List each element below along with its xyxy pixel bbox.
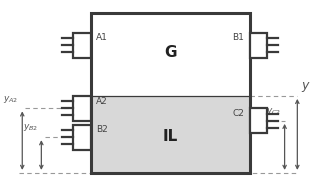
Bar: [91, 96, 250, 173]
Bar: [73, 33, 91, 58]
Text: B1: B1: [232, 33, 244, 42]
Text: G: G: [164, 45, 176, 60]
Bar: [91, 13, 250, 96]
Bar: [250, 33, 267, 58]
Text: $y_{B2}$: $y_{B2}$: [23, 122, 38, 133]
Bar: [73, 125, 91, 150]
Text: C2: C2: [232, 109, 244, 118]
Bar: [73, 96, 91, 121]
Text: B2: B2: [96, 126, 108, 134]
Text: A2: A2: [96, 97, 108, 106]
Text: IL: IL: [162, 129, 178, 144]
Text: $y_{C2}$: $y_{C2}$: [266, 106, 282, 117]
Text: y: y: [301, 79, 309, 92]
Bar: [91, 13, 250, 173]
Bar: [250, 108, 267, 133]
Text: $y_{A2}$: $y_{A2}$: [3, 94, 19, 105]
Text: A1: A1: [96, 33, 108, 42]
